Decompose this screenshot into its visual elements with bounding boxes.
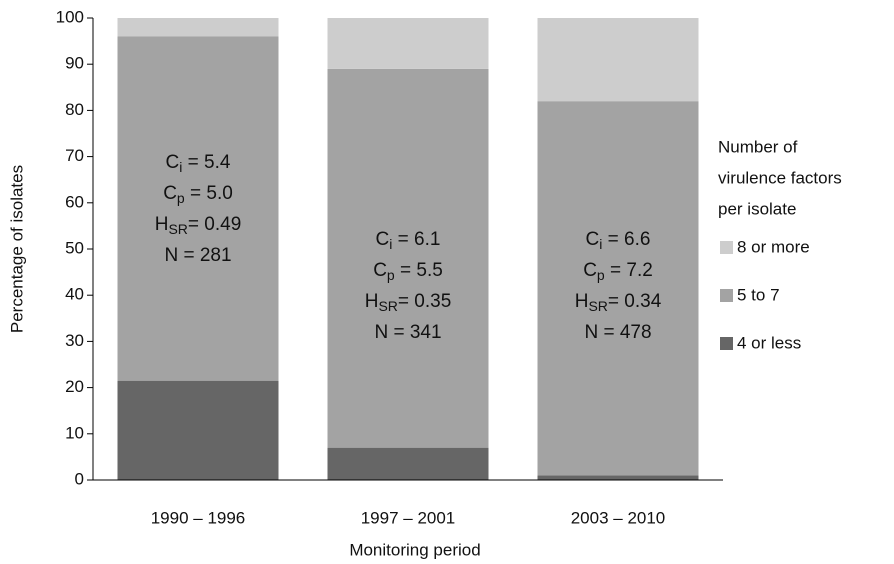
y-axis-label: Percentage of isolates: [7, 165, 26, 333]
annotation-rest: = 5.4: [182, 152, 230, 173]
annotation-rest: = 5.5: [395, 260, 443, 281]
annotation-sub: i: [389, 236, 392, 252]
y-tick-label: 40: [65, 285, 84, 304]
bar-segment: [327, 447, 489, 480]
annotation-main: C: [583, 260, 597, 281]
annotation-sub: p: [387, 267, 395, 283]
annotation-sub: SR: [588, 298, 607, 314]
annotation-main: C: [373, 260, 387, 281]
legend-swatch: [720, 241, 733, 254]
legend-title: Number of: [718, 137, 798, 156]
y-tick-label: 80: [65, 100, 84, 119]
annotation-main: C: [166, 152, 180, 173]
bar-segment: [537, 475, 699, 480]
annotation: HSR= 0.35: [365, 291, 452, 314]
annotation-main: H: [365, 291, 379, 312]
annotation-sub: SR: [168, 221, 187, 237]
annotation: Ci = 6.6: [586, 229, 651, 252]
legend-title: virulence factors: [718, 168, 842, 187]
annotation: N = 478: [584, 322, 651, 343]
x-tick-label: 2003 – 2010: [571, 508, 666, 527]
y-tick-label: 50: [65, 238, 84, 257]
bar-segment: [327, 18, 489, 69]
legend-swatch: [720, 337, 733, 350]
annotation-rest: = 0.35: [398, 291, 451, 312]
annotation-rest: = 5.0: [185, 183, 233, 204]
annotation-rest: = 0.49: [188, 214, 241, 235]
y-tick-label: 20: [65, 377, 84, 396]
annotation-sub: p: [177, 190, 185, 206]
annotation-main: H: [575, 291, 589, 312]
bar-segment: [327, 68, 489, 448]
annotation: Cp = 5.5: [373, 260, 443, 283]
x-tick-label: 1990 – 1996: [151, 508, 246, 527]
y-tick-label: 90: [65, 54, 84, 73]
annotation-main: N = 281: [164, 245, 231, 266]
legend-swatch: [720, 289, 733, 302]
annotation: Ci = 6.1: [376, 229, 441, 252]
legend-label: 5 to 7: [737, 285, 780, 304]
y-tick-label: 100: [56, 7, 84, 26]
y-tick-label: 60: [65, 192, 84, 211]
annotation-rest: = 6.1: [392, 229, 440, 250]
annotation-sub: i: [179, 159, 182, 175]
y-tick-label: 30: [65, 331, 84, 350]
bar-segment: [537, 18, 699, 102]
annotation-rest: = 6.6: [602, 229, 650, 250]
annotation: N = 281: [164, 245, 231, 266]
annotation-main: C: [376, 229, 390, 250]
annotation-sub: p: [597, 267, 605, 283]
annotation-rest: = 0.34: [608, 291, 662, 312]
y-tick-label: 0: [75, 469, 84, 488]
bar-segment: [537, 101, 699, 476]
annotation: HSR= 0.34: [575, 291, 662, 314]
legend-label: 4 or less: [737, 333, 801, 352]
annotation-sub: i: [599, 236, 602, 252]
y-tick-label: 70: [65, 146, 84, 165]
annotation-main: N = 341: [374, 322, 441, 343]
annotation: Cp = 7.2: [583, 260, 653, 283]
annotation: HSR= 0.49: [155, 214, 242, 237]
legend-label: 8 or more: [737, 237, 810, 256]
y-tick-label: 10: [65, 423, 84, 442]
x-tick-label: 1997 – 2001: [361, 508, 456, 527]
bar-segment: [117, 18, 279, 37]
annotation-main: C: [163, 183, 177, 204]
bar-segment: [117, 36, 279, 381]
annotation: Cp = 5.0: [163, 183, 233, 206]
bar-segment: [117, 380, 279, 480]
x-axis-label: Monitoring period: [349, 540, 480, 559]
annotation-main: C: [586, 229, 600, 250]
annotation: Ci = 5.4: [166, 152, 231, 175]
legend-title: per isolate: [718, 199, 796, 218]
annotation: N = 341: [374, 322, 441, 343]
annotation-rest: = 7.2: [605, 260, 653, 281]
annotation-sub: SR: [378, 298, 397, 314]
annotation-main: N = 478: [584, 322, 651, 343]
annotation-main: H: [155, 214, 169, 235]
